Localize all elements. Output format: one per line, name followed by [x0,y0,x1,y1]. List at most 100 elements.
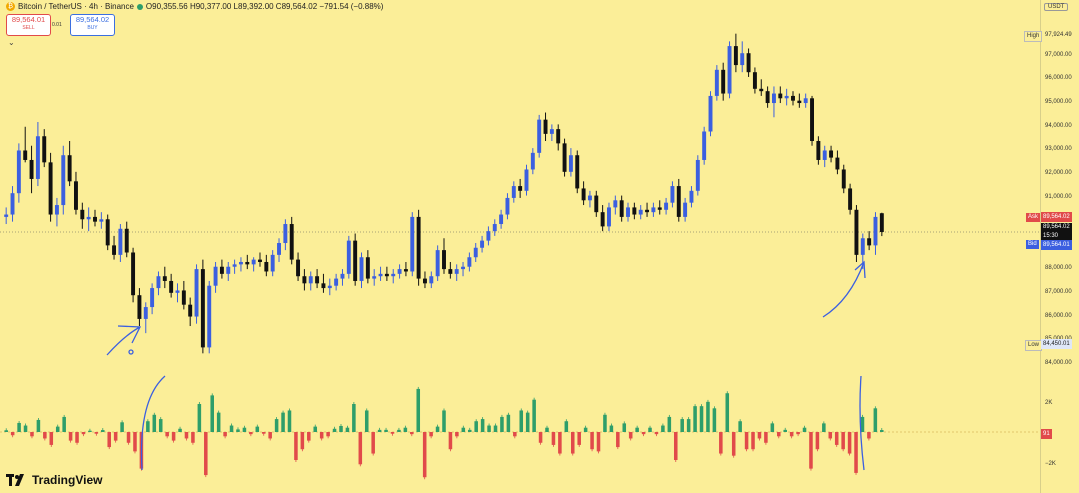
candle-body [556,129,561,144]
candle-body [143,307,148,319]
last-price: 89,564.02 [1043,224,1070,230]
osc-bar [789,432,794,437]
candle-body [543,119,548,134]
candle-body [150,288,155,308]
osc-bar [648,427,652,432]
candle-body [378,273,383,277]
candle-body [321,283,326,289]
osc-bar [751,432,755,450]
osc-bar [120,422,124,432]
candle-body [803,98,808,104]
candle-body [302,276,307,284]
osc-bar [236,429,240,432]
candle-body [112,245,117,255]
candle-body [86,216,91,220]
candle-body [277,243,281,255]
candle-body [816,140,821,160]
arrow-left-tail [128,349,134,355]
candle-body [568,155,573,172]
osc-bar [326,432,330,437]
bitcoin-icon: ₿ [6,2,15,11]
candle-body [334,278,339,286]
osc-bar [570,432,575,454]
osc-bar [635,427,639,432]
candle-body [607,207,611,227]
osc-bar [448,432,453,450]
candle-body [581,188,586,201]
osc-bar [210,395,215,432]
candle-body [162,276,167,281]
osc-bar [75,432,79,443]
osc-bar [133,432,137,452]
osc-bar [764,432,768,443]
candle-body [232,264,237,267]
price-tick-label: 91,000.00 [1045,193,1072,200]
chart-area[interactable]: ₿ Bitcoin / TetherUS · 4h · Binance O90,… [0,0,1040,493]
osc-bar [506,414,511,432]
osc-bar [828,432,833,439]
candle-body [524,169,529,191]
osc-bar [4,430,8,432]
candle-body [384,273,389,277]
osc-bar [513,432,517,437]
candle-body [708,95,713,132]
osc-bar [171,432,176,441]
candle-body [721,69,726,94]
osc-bar [609,425,614,432]
price-axis[interactable]: USDT 97,000.00 96,000.00 95,000.00 94,000.0… [1024,0,1079,493]
candle-body [683,202,688,217]
candle-body [200,269,205,348]
candle-body [867,238,872,246]
candle-body [759,88,764,92]
candle-body [879,213,884,232]
market-status-dot [136,3,143,10]
candle-body [594,195,599,213]
candle-body [213,266,218,286]
osc-bar [815,432,820,450]
osc-bar [455,432,459,437]
osc-bar [43,432,47,439]
candle-body [778,93,783,99]
symbol-title[interactable]: Bitcoin / TetherUS · 4h · Binance [18,2,134,11]
candle-body [435,250,440,277]
osc-bar [673,432,678,460]
osc-bar [777,432,781,437]
candle-body [353,240,358,281]
osc-bar [204,432,208,476]
osc-bar [577,432,581,445]
high-label: High [1027,33,1040,39]
brand-label: TradingView [32,473,103,487]
candle-body [10,193,15,215]
candle-body [626,207,630,217]
candle-body [480,240,485,248]
buy-button[interactable]: 89,564.02 BUY [70,14,115,36]
price-tick-label: 86,000.00 [1045,312,1072,319]
osc-bar [268,432,272,439]
osc-bar [500,416,504,432]
candle-body [156,276,161,289]
candle-body [422,278,427,284]
candle-body [587,195,592,201]
candle-body [264,261,269,272]
chevron-down-icon[interactable]: ⌄ [8,38,15,47]
osc-bar [532,399,536,432]
candle-body [632,207,637,215]
osc-bar [699,406,704,432]
candle-body [175,290,180,293]
osc-bar [94,432,99,434]
tradingview-logo[interactable]: TradingView [6,473,102,487]
currency-selector[interactable]: USDT [1044,3,1069,11]
chart-svg[interactable] [0,0,1040,493]
osc-bar [725,393,730,432]
candle-body [467,257,472,267]
candle-body [48,162,53,215]
osc-bar [738,421,742,432]
candle-body [340,273,345,279]
osc-bar [770,423,775,432]
candle-body [219,266,224,274]
osc-bar [551,432,556,445]
sell-button[interactable]: 89,564.01 SELL [6,14,51,36]
osc-bar [538,432,543,443]
candle-body [99,219,104,222]
osc-bar [783,429,787,432]
